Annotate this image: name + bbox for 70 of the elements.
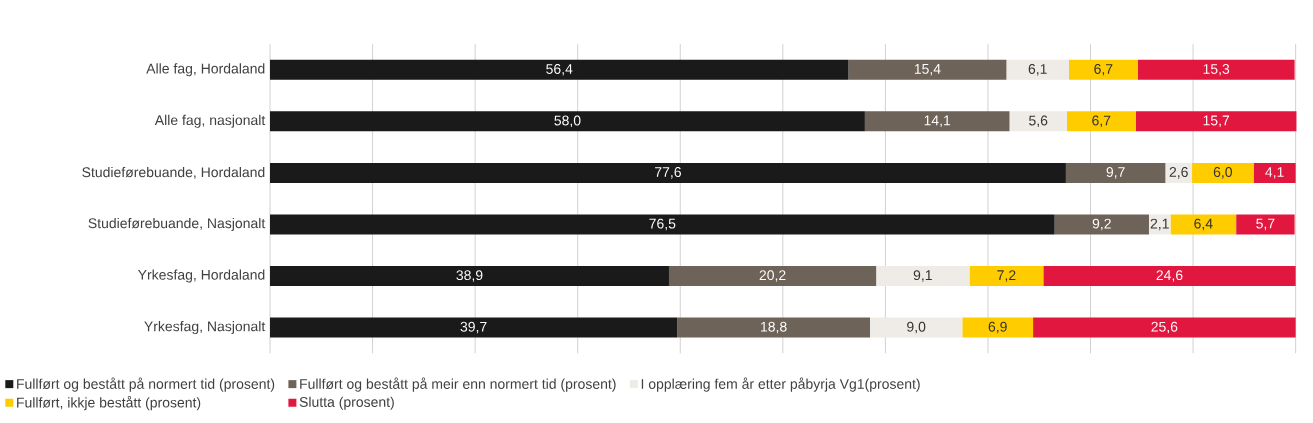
data-label: 38,9 <box>456 270 483 282</box>
data-label: 56,4 <box>546 64 573 76</box>
legend-label: Slutta (prosent) <box>299 396 394 410</box>
bar <box>1236 214 1295 235</box>
data-label: 7,2 <box>997 270 1016 282</box>
data-label: 24,6 <box>1156 270 1183 282</box>
bar <box>270 59 849 80</box>
data-label: 2,1 <box>1150 218 1169 231</box>
data-label: 5,6 <box>1029 115 1048 128</box>
bar <box>270 317 678 338</box>
bar <box>1006 59 1069 80</box>
data-label: 58,0 <box>554 115 581 128</box>
data-label: 18,8 <box>761 321 787 334</box>
data-label: 15,3 <box>1203 64 1230 76</box>
data-label: 6,1 <box>1028 64 1047 76</box>
bar <box>1135 111 1297 132</box>
bar <box>1192 162 1254 183</box>
data-label: 15,7 <box>1203 115 1230 128</box>
bar <box>270 111 865 132</box>
bar <box>1033 317 1296 338</box>
bar <box>864 111 1010 132</box>
data-label: 9,0 <box>907 321 926 334</box>
data-label: 6,4 <box>1194 218 1213 231</box>
bar <box>1165 162 1193 183</box>
data-label: 15,4 <box>914 64 941 76</box>
y-tick-label: Studieførebuande, Nasjonalt <box>88 217 266 231</box>
data-label: 9,2 <box>1092 218 1111 231</box>
data-label: 9,1 <box>913 270 932 282</box>
bar <box>1170 214 1237 235</box>
bar <box>1054 214 1149 235</box>
y-tick-label: Studieførebuande, Hordaland <box>82 166 265 179</box>
bar <box>969 265 1044 286</box>
y-tick-label: Alle fag, Hordaland <box>146 63 265 77</box>
bar <box>870 317 963 338</box>
bar <box>1137 59 1295 80</box>
bar <box>1253 162 1296 183</box>
bar <box>270 265 669 286</box>
y-tick-label: Yrkesfag, Hordaland <box>137 269 265 283</box>
data-label: 6,0 <box>1213 167 1232 179</box>
data-label: 6,7 <box>1092 115 1111 128</box>
y-tick-label: Yrkesfag, Nasjonalt <box>144 321 266 335</box>
bar <box>677 317 871 338</box>
data-label: 20,2 <box>759 270 786 282</box>
bar <box>668 265 877 286</box>
bar <box>1068 59 1138 80</box>
bar <box>1065 162 1166 183</box>
legend-label: Fullført og bestått på meir enn normert tid (prosent) <box>300 377 616 392</box>
bar <box>270 214 1055 235</box>
data-label: 2,6 <box>1169 167 1188 179</box>
data-label: 6,9 <box>988 321 1007 334</box>
legend-label: Fullført, ikkje bestått (prosent) <box>17 396 201 411</box>
bar <box>876 265 970 286</box>
bar <box>848 59 1007 80</box>
data-label: 4,1 <box>1265 167 1284 179</box>
bar <box>962 317 1034 338</box>
data-label: 5,7 <box>1256 218 1275 231</box>
data-label: 14,1 <box>924 115 951 128</box>
data-label: 39,7 <box>460 321 487 334</box>
y-tick-label: Alle fag, nasjonalt <box>154 114 266 128</box>
legend-label: I opplæring fem år etter påbyrja Vg1(prosent) <box>641 377 920 392</box>
legend-label: Fullført og bestått på normert tid (prosent) <box>17 377 275 392</box>
bar <box>1066 111 1136 132</box>
bar <box>270 162 1066 183</box>
data-label: 25,6 <box>1151 321 1178 334</box>
bar <box>1009 111 1067 132</box>
data-label: 77,6 <box>655 167 681 179</box>
data-label: 9,7 <box>1106 167 1125 179</box>
data-label: 76,5 <box>649 218 676 231</box>
data-label: 6,7 <box>1094 64 1113 76</box>
bar <box>1043 265 1296 286</box>
